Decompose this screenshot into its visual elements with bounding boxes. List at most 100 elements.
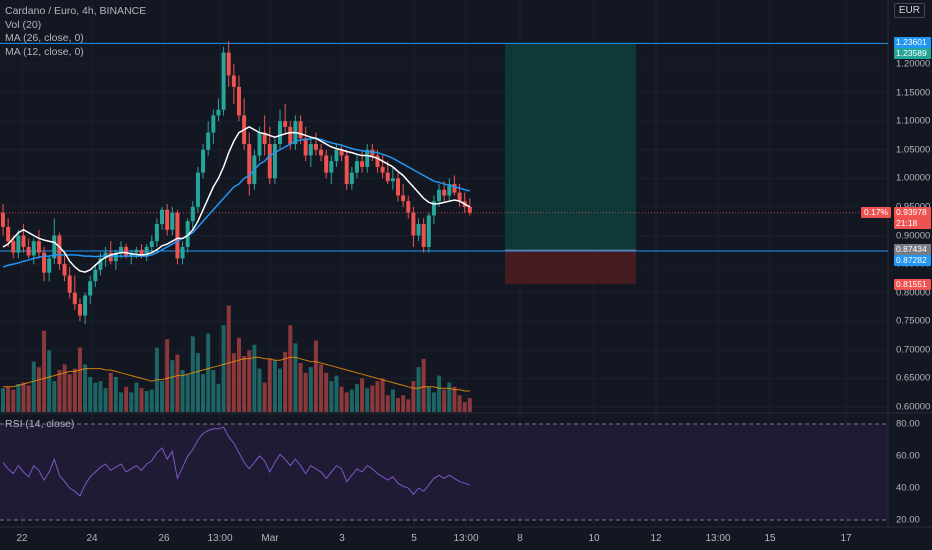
- volume-bar: [11, 389, 16, 412]
- candle: [406, 195, 411, 219]
- horizontal-lines: [0, 42, 888, 252]
- candle: [1, 204, 5, 236]
- candle-body: [267, 144, 272, 179]
- candle-body: [416, 224, 421, 236]
- candle-body: [144, 246, 149, 256]
- time-tick-label: 24: [86, 533, 98, 544]
- candle: [421, 218, 426, 253]
- candle-body: [452, 184, 457, 193]
- candle-body: [190, 206, 195, 222]
- volume-bar: [262, 382, 267, 412]
- volume-bar: [165, 339, 170, 412]
- volume-bar: [288, 325, 293, 412]
- currency-badge[interactable]: EUR: [893, 3, 925, 18]
- volume-bar: [349, 389, 354, 412]
- price-label: 0.87434: [894, 244, 931, 256]
- candle-body: [401, 195, 406, 202]
- candle-body: [344, 155, 349, 185]
- candle-body: [185, 221, 190, 247]
- volume-bar: [175, 354, 180, 412]
- time-tick-label: 13:00: [705, 533, 731, 544]
- volume-bar: [360, 378, 365, 412]
- candle-body: [72, 292, 77, 305]
- time-tick-label: 12: [650, 533, 662, 544]
- time-tick-label: 17: [840, 533, 852, 544]
- candle-body: [98, 258, 103, 270]
- candle: [319, 144, 324, 162]
- price-tick-label: 0.60000: [896, 401, 931, 413]
- candle-body: [16, 235, 21, 253]
- candle: [216, 98, 221, 122]
- moving-averages: [2, 126, 471, 273]
- volume-bar: [390, 389, 395, 412]
- candle-body: [288, 126, 293, 145]
- candle: [313, 132, 318, 156]
- candle-body: [195, 172, 200, 207]
- candle-body: [303, 138, 308, 156]
- volume-bar: [226, 305, 231, 412]
- candle-body: [442, 189, 447, 196]
- candle: [411, 206, 416, 247]
- vol-indicator-label[interactable]: Vol (20): [5, 18, 42, 31]
- volume-bar: [129, 392, 134, 412]
- candle: [231, 64, 236, 105]
- candlesticks: [1, 41, 472, 325]
- candle-body: [165, 209, 170, 230]
- candle: [262, 115, 267, 156]
- candle-body: [139, 249, 144, 256]
- rsi-indicator-label[interactable]: RSI (14, close): [5, 418, 75, 430]
- ma12-indicator-label[interactable]: MA (12, close, 0): [5, 45, 84, 58]
- candle: [67, 266, 72, 299]
- candle-body: [160, 209, 165, 225]
- volume-bar: [88, 377, 93, 412]
- volume-bar: [185, 374, 190, 412]
- volume-bar: [201, 374, 206, 412]
- volume-bar: [124, 386, 129, 412]
- candle-body: [201, 149, 206, 173]
- price-change-tag: 0.17%: [861, 206, 892, 218]
- candle-body: [334, 149, 339, 162]
- candle: [57, 232, 62, 270]
- symbol-title[interactable]: Cardano / Euro, 4h, BINANCE: [5, 5, 147, 17]
- candle: [396, 172, 401, 202]
- time-tick-label: 15: [764, 533, 776, 544]
- volume-bar: [149, 389, 154, 412]
- volume-bar: [93, 382, 98, 412]
- volume-bar: [293, 343, 298, 412]
- candle-body: [349, 172, 354, 185]
- volume-bar: [42, 330, 47, 412]
- volume-bar: [344, 392, 349, 412]
- candle-body: [170, 212, 175, 230]
- rsi-tick-label: 80.00: [896, 418, 920, 430]
- ma26-line: [2, 137, 470, 268]
- volume-bar: [1, 388, 5, 412]
- candle: [324, 149, 329, 179]
- ma26-indicator-label[interactable]: MA (26, close, 0): [5, 32, 84, 44]
- candle: [42, 246, 47, 282]
- candle-body: [257, 132, 262, 156]
- candle-body: [396, 178, 401, 196]
- candle-body: [231, 75, 236, 87]
- candle: [52, 218, 57, 265]
- volume-bar: [36, 367, 41, 412]
- candle: [283, 104, 288, 133]
- candle: [308, 138, 313, 167]
- candle: [144, 244, 149, 262]
- long-position-tool: [505, 43, 636, 284]
- candle: [242, 98, 247, 150]
- volume-bar: [334, 375, 339, 412]
- volume-bar: [16, 384, 21, 412]
- volume-bar: [221, 325, 226, 412]
- volume-bar: [447, 382, 452, 412]
- candle-body: [278, 121, 283, 145]
- candle-body: [154, 224, 159, 242]
- candle-body: [149, 241, 154, 247]
- candle-body: [354, 161, 359, 173]
- volume-bar: [103, 388, 108, 412]
- candle-body: [262, 132, 267, 145]
- candle-body: [406, 201, 411, 213]
- candle-body: [113, 252, 118, 262]
- time-tick-label: 5: [411, 533, 417, 544]
- candle: [278, 109, 283, 150]
